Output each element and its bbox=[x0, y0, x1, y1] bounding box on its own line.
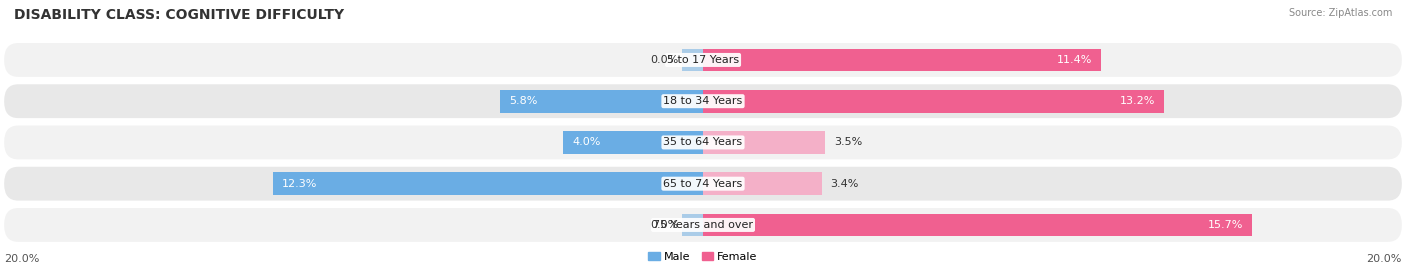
Text: 13.2%: 13.2% bbox=[1121, 96, 1156, 106]
Text: 20.0%: 20.0% bbox=[4, 254, 39, 264]
Text: 0.0%: 0.0% bbox=[651, 220, 679, 230]
FancyBboxPatch shape bbox=[4, 208, 1402, 242]
Bar bbox=[564, 131, 703, 154]
Text: 65 to 74 Years: 65 to 74 Years bbox=[664, 179, 742, 189]
FancyBboxPatch shape bbox=[4, 167, 1402, 201]
Text: 12.3%: 12.3% bbox=[283, 179, 318, 189]
Text: 3.4%: 3.4% bbox=[831, 179, 859, 189]
Bar bbox=[682, 214, 703, 236]
FancyBboxPatch shape bbox=[4, 43, 1402, 77]
Bar bbox=[703, 131, 825, 154]
Text: 11.4%: 11.4% bbox=[1057, 55, 1092, 65]
Bar bbox=[703, 214, 1251, 236]
Bar bbox=[501, 90, 703, 112]
Bar bbox=[703, 90, 1164, 112]
Text: 3.5%: 3.5% bbox=[834, 137, 862, 147]
Text: 5.8%: 5.8% bbox=[509, 96, 537, 106]
FancyBboxPatch shape bbox=[4, 84, 1402, 118]
Text: 20.0%: 20.0% bbox=[1367, 254, 1402, 264]
Bar bbox=[273, 172, 703, 195]
Text: 15.7%: 15.7% bbox=[1208, 220, 1243, 230]
Bar bbox=[703, 49, 1101, 71]
Text: Source: ZipAtlas.com: Source: ZipAtlas.com bbox=[1288, 8, 1392, 18]
Text: 5 to 17 Years: 5 to 17 Years bbox=[666, 55, 740, 65]
Text: 75 Years and over: 75 Years and over bbox=[652, 220, 754, 230]
Text: 0.0%: 0.0% bbox=[651, 55, 679, 65]
Text: 35 to 64 Years: 35 to 64 Years bbox=[664, 137, 742, 147]
Text: DISABILITY CLASS: COGNITIVE DIFFICULTY: DISABILITY CLASS: COGNITIVE DIFFICULTY bbox=[14, 8, 344, 22]
Text: 18 to 34 Years: 18 to 34 Years bbox=[664, 96, 742, 106]
Bar bbox=[703, 172, 821, 195]
Legend: Male, Female: Male, Female bbox=[644, 247, 762, 266]
FancyBboxPatch shape bbox=[4, 126, 1402, 159]
Bar bbox=[682, 49, 703, 71]
Text: 4.0%: 4.0% bbox=[572, 137, 600, 147]
